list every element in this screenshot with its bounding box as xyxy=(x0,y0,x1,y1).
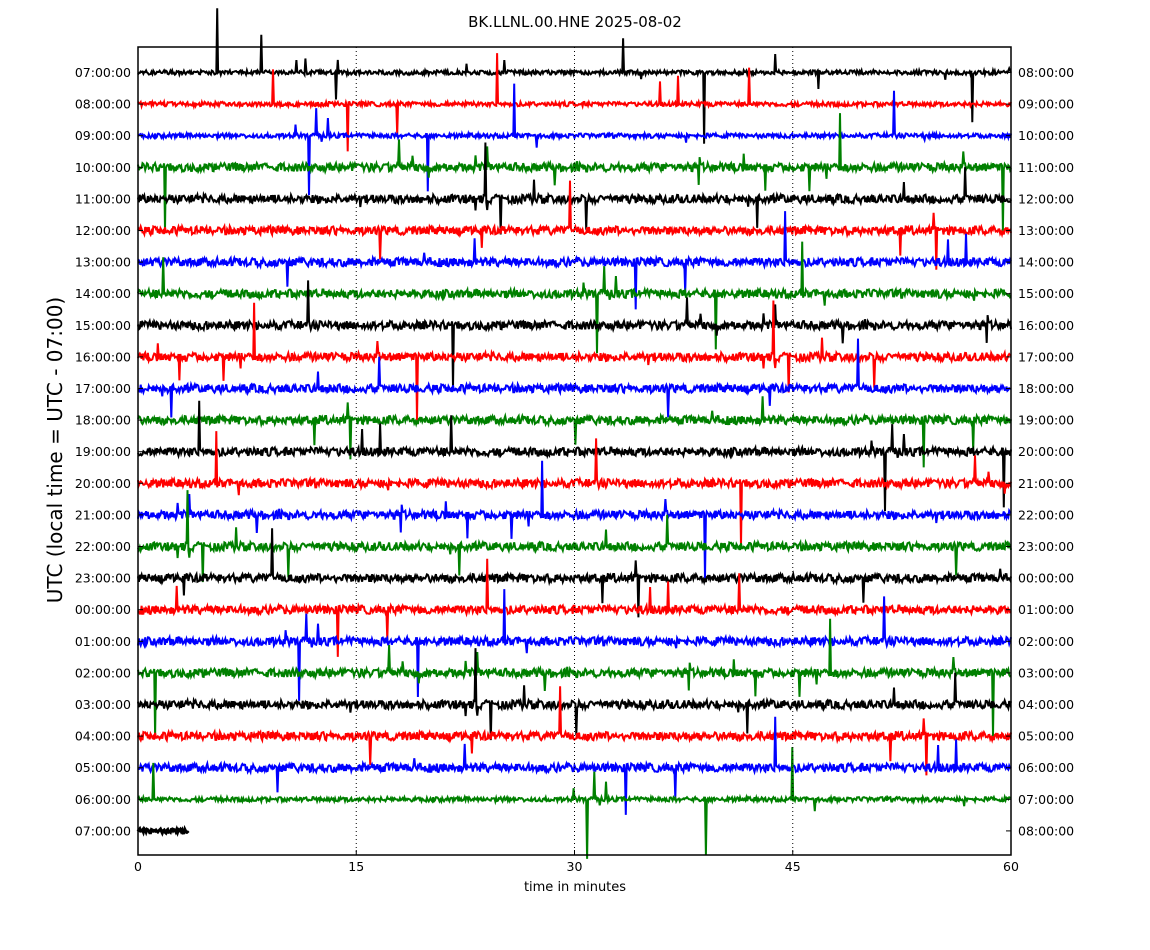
trace-line xyxy=(137,211,1012,310)
trace-line xyxy=(137,83,1012,196)
y-tick-label-left: 05:00:00 xyxy=(75,760,131,775)
y-tick-label-right: 23:00:00 xyxy=(1018,539,1074,554)
y-tick-label-left: 01:00:00 xyxy=(75,634,131,649)
trace-line xyxy=(137,648,1012,741)
trace-line xyxy=(136,824,190,838)
y-tick-label-right: 04:00:00 xyxy=(1018,697,1074,712)
chart-title: BK.LLNL.00.HNE 2025-08-02 xyxy=(468,13,682,31)
x-tick-label: 30 xyxy=(567,859,583,874)
trace-line xyxy=(137,716,1012,815)
y-tick-label-left: 02:00:00 xyxy=(75,665,131,680)
trace-line xyxy=(137,460,1012,579)
trace-line xyxy=(137,490,1012,583)
y-tick-label-left: 08:00:00 xyxy=(75,97,131,112)
y-tick-label-left: 07:00:00 xyxy=(75,65,131,80)
trace-line xyxy=(137,431,1012,547)
y-tick-label-right: 11:00:00 xyxy=(1018,160,1074,175)
y-tick-label-right: 21:00:00 xyxy=(1018,476,1074,491)
trace-line xyxy=(137,180,1012,270)
y-axis-label: UTC (local time = UTC - 07:00) xyxy=(43,297,67,603)
y-tick-label-left: 21:00:00 xyxy=(75,507,131,522)
y-tick-label-right: 19:00:00 xyxy=(1018,413,1074,428)
y-tick-label-left: 15:00:00 xyxy=(75,318,131,333)
y-tick-label-left: 16:00:00 xyxy=(75,349,131,364)
y-tick-label-right: 01:00:00 xyxy=(1018,602,1074,617)
trace-line xyxy=(137,300,1012,421)
y-tick-label-right: 10:00:00 xyxy=(1018,128,1074,143)
trace-line xyxy=(137,618,1012,737)
y-tick-label-right: 22:00:00 xyxy=(1018,507,1074,522)
y-tick-label-right: 12:00:00 xyxy=(1018,191,1074,206)
y-tick-label-right: 02:00:00 xyxy=(1018,634,1074,649)
y-tick-label-left: 12:00:00 xyxy=(75,223,131,238)
y-tick-label-left: 17:00:00 xyxy=(75,381,131,396)
y-tick-label-right: 15:00:00 xyxy=(1018,286,1074,301)
y-tick-label-left: 04:00:00 xyxy=(75,729,131,744)
trace-line xyxy=(137,589,1012,701)
y-tick-label-right: 08:00:00 xyxy=(1018,65,1074,80)
y-tick-label-left: 18:00:00 xyxy=(75,413,131,428)
y-tick-label-right: 18:00:00 xyxy=(1018,381,1074,396)
x-tick-label: 60 xyxy=(1003,859,1019,874)
y-tick-label-right: 17:00:00 xyxy=(1018,349,1074,364)
y-tick-label-left: 06:00:00 xyxy=(75,792,131,807)
y-tick-label-left: 11:00:00 xyxy=(75,191,131,206)
y-tick-label-right: 06:00:00 xyxy=(1018,760,1074,775)
y-tick-label-left: 19:00:00 xyxy=(75,444,131,459)
y-tick-label-right: 08:00:00 xyxy=(1018,823,1074,838)
y-tick-label-left: 13:00:00 xyxy=(75,255,131,270)
vertical-gridlines xyxy=(355,47,794,855)
y-tick-label-right: 20:00:00 xyxy=(1018,444,1074,459)
x-tick-label: 45 xyxy=(785,859,801,874)
y-tick-label-left: 22:00:00 xyxy=(75,539,131,554)
trace-line xyxy=(137,338,1012,418)
y-tick-label-left: 07:00:00 xyxy=(75,823,131,838)
y-tick-label-left: 20:00:00 xyxy=(75,476,131,491)
trace-line xyxy=(137,280,1012,389)
y-tick-label-right: 14:00:00 xyxy=(1018,255,1074,270)
x-tick-label: 0 xyxy=(134,859,142,874)
y-tick-label-right: 07:00:00 xyxy=(1018,792,1074,807)
y-tick-label-right: 16:00:00 xyxy=(1018,318,1074,333)
plot-axes: 07:00:00 08:00:00 08:00:00 09:00:00 09:00:00… xyxy=(75,46,1074,874)
y-tick-label-right: 03:00:00 xyxy=(1018,665,1074,680)
y-tick-label-left: 00:00:00 xyxy=(75,602,131,617)
x-tick-label: 15 xyxy=(348,859,364,874)
y-tick-label-right: 05:00:00 xyxy=(1018,729,1074,744)
y-tick-label-left: 23:00:00 xyxy=(75,571,131,586)
y-tick-label-left: 14:00:00 xyxy=(75,286,131,301)
x-axis-label: time in minutes xyxy=(524,880,626,895)
y-tick-label-right: 09:00:00 xyxy=(1018,97,1074,112)
trace-line xyxy=(137,558,1012,657)
y-tick-label-right: 13:00:00 xyxy=(1018,223,1074,238)
y-tick-label-left: 03:00:00 xyxy=(75,697,131,712)
trace-line xyxy=(137,142,1012,235)
trace-line xyxy=(137,747,1012,859)
y-tick-label-left: 10:00:00 xyxy=(75,160,131,175)
y-tick-label-right: 00:00:00 xyxy=(1018,571,1074,586)
y-tick-label-left: 09:00:00 xyxy=(75,128,131,143)
trace-line xyxy=(137,8,1012,144)
